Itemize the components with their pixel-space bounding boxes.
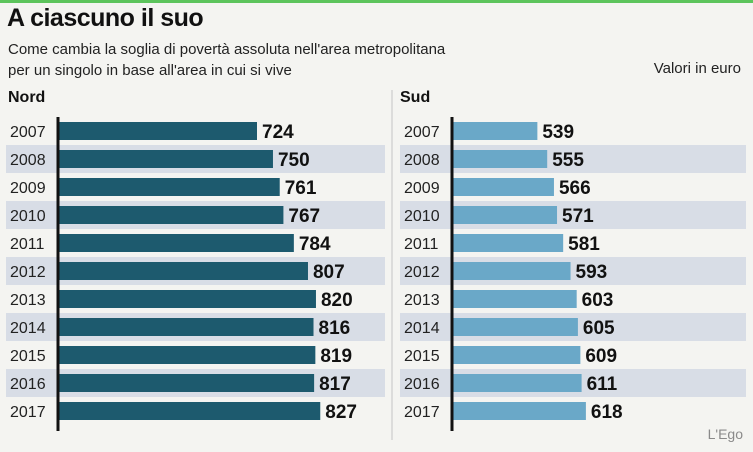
value-label-nord: 817 [319,374,351,395]
value-label-sud: 611 [587,374,618,395]
year-label-nord: 2007 [10,124,46,141]
value-label-sud: 539 [542,122,574,143]
value-label-nord: 750 [278,150,310,171]
year-label-sud: 2015 [404,348,440,365]
bar-nord [58,178,280,196]
bar-nord [58,206,284,224]
value-label-sud: 618 [591,402,623,423]
year-label-sud: 2008 [404,152,440,169]
bar-nord [58,374,315,392]
bar-nord [58,122,257,140]
year-label-nord: 2014 [10,320,46,337]
value-label-nord: 827 [325,402,357,423]
panel-title-nord: Nord [8,89,46,106]
value-label-sud: 555 [552,150,584,171]
year-label-nord: 2008 [10,152,46,169]
year-label-sud: 2014 [404,320,440,337]
bar-sud [452,262,571,280]
subtitle-line-2: per un singolo in base all'area in cui s… [8,62,292,79]
year-label-nord: 2009 [10,180,46,197]
bar-sud [452,318,578,336]
value-label-nord: 816 [319,318,351,339]
value-label-nord: 819 [320,346,352,367]
value-label-nord: 807 [313,262,345,283]
year-label-sud: 2012 [404,264,440,281]
value-label-sud: 566 [559,178,591,199]
bar-sud [452,178,554,196]
year-label-nord: 2011 [10,236,45,253]
year-label-nord: 2016 [10,376,46,393]
bar-nord [58,290,316,308]
bar-nord [58,402,321,420]
value-label-sud: 571 [562,206,594,227]
value-label-nord: 724 [262,122,294,143]
bar-sud [452,234,564,252]
value-label-sud: 605 [583,318,615,339]
subtitle-line-1: Come cambia la soglia di povertà assolut… [8,41,446,58]
year-label-sud: 2016 [404,376,440,393]
top-accent-line [0,0,753,3]
bar-sud [452,150,548,168]
value-label-nord: 767 [288,206,320,227]
year-label-sud: 2017 [404,404,440,421]
chart-subtitle: Come cambia la soglia di povertà assolut… [8,39,568,81]
value-label-sud: 581 [568,234,600,255]
bar-nord [58,150,273,168]
bar-sud [452,402,586,420]
year-label-sud: 2010 [404,208,440,225]
bar-nord [58,318,314,336]
value-label-sud: 603 [582,290,614,311]
year-label-nord: 2010 [10,208,46,225]
year-label-nord: 2017 [10,404,46,421]
value-label-nord: 761 [285,178,317,199]
credit-label: L'Ego [707,426,743,442]
bar-sud [452,122,538,140]
bar-sud [452,346,581,364]
bar-nord [58,262,308,280]
value-label-nord: 820 [321,290,353,311]
year-label-nord: 2013 [10,292,46,309]
year-label-sud: 2011 [404,236,439,253]
units-label: Valori in euro [653,60,741,77]
bar-sud [452,290,577,308]
bar-sud [452,374,582,392]
panel-title-sud: Sud [400,89,431,106]
bar-nord [58,346,316,364]
value-label-sud: 609 [585,346,617,367]
chart-title: A ciascuno il suo [7,4,204,32]
year-label-sud: 2009 [404,180,440,197]
year-label-nord: 2012 [10,264,46,281]
value-label-sud: 593 [576,262,608,283]
year-label-sud: 2013 [404,292,440,309]
bar-sud [452,206,558,224]
value-label-nord: 784 [299,234,331,255]
bar-nord [58,234,294,252]
year-label-sud: 2007 [404,124,440,141]
year-label-nord: 2015 [10,348,46,365]
